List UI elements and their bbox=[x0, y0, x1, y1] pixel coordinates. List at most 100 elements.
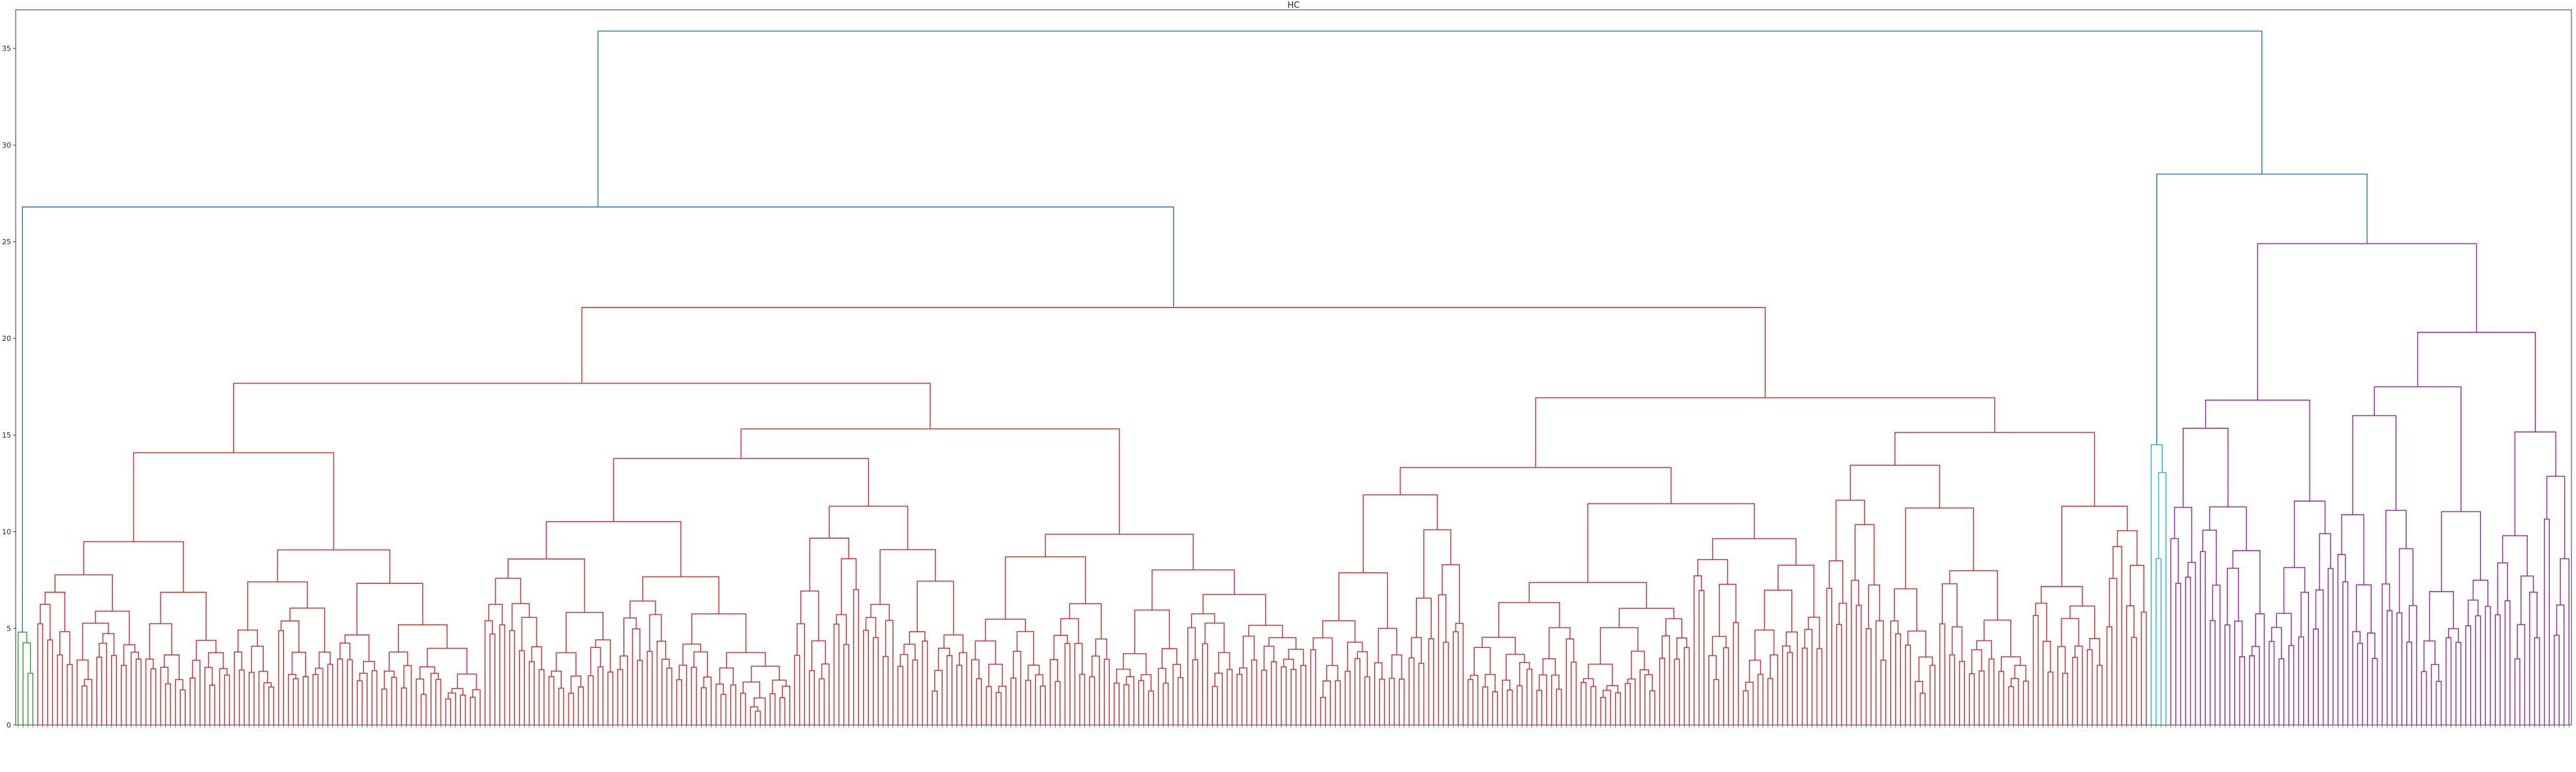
dendrogram-link bbox=[519, 650, 525, 725]
dendrogram-link bbox=[248, 671, 255, 725]
dendrogram-link bbox=[1214, 673, 1223, 725]
dendrogram-link bbox=[1035, 674, 1044, 725]
dendrogram-link bbox=[1123, 653, 1147, 675]
dendrogram-link bbox=[1501, 679, 1511, 725]
dendrogram-link bbox=[1505, 654, 1526, 681]
dendrogram-link bbox=[1631, 651, 1645, 679]
dendrogram-link bbox=[1745, 681, 1754, 725]
dendrogram-link bbox=[597, 30, 2263, 207]
dendrogram-link bbox=[2106, 626, 2113, 725]
dendrogram-link bbox=[2357, 643, 2363, 725]
dendrogram-link bbox=[76, 659, 89, 725]
dendrogram-link bbox=[2116, 530, 2138, 566]
dendrogram-link bbox=[238, 669, 245, 725]
dendrogram-link bbox=[67, 664, 73, 725]
dendrogram-link bbox=[2448, 628, 2459, 643]
dendrogram-link bbox=[1423, 529, 1452, 598]
dendrogram-link bbox=[192, 660, 201, 725]
dendrogram-link bbox=[488, 603, 503, 625]
dendrogram-link bbox=[2008, 686, 2015, 725]
dendrogram-link bbox=[998, 686, 1007, 725]
dendrogram-link bbox=[2337, 554, 2346, 725]
dendrogram-link bbox=[1614, 692, 1621, 725]
dendrogram-link bbox=[1895, 633, 1902, 725]
dendrogram-link bbox=[843, 644, 849, 725]
dendrogram-link bbox=[2188, 562, 2196, 725]
dendrogram-link bbox=[755, 711, 761, 725]
dendrogram-link bbox=[873, 637, 879, 725]
dendrogram-link bbox=[691, 613, 747, 653]
dendrogram-link bbox=[703, 676, 712, 725]
dendrogram-link bbox=[302, 676, 309, 725]
dendrogram-link bbox=[885, 620, 894, 725]
dendrogram-link bbox=[2278, 658, 2285, 725]
dendrogram-link bbox=[1890, 620, 1899, 725]
dendrogram-link bbox=[2560, 558, 2569, 725]
dendrogram-link bbox=[833, 623, 840, 725]
dendrogram-link bbox=[1782, 645, 1791, 725]
dendrogram-link bbox=[1836, 624, 1842, 725]
dendrogram-link bbox=[1377, 628, 1398, 663]
dendrogram-link bbox=[2298, 636, 2304, 725]
dendrogram-link bbox=[1379, 679, 1385, 725]
dendrogram-link bbox=[1334, 680, 1341, 725]
dendrogram-link bbox=[1398, 679, 1405, 725]
dendrogram-link bbox=[1092, 655, 1100, 725]
dendrogram-link bbox=[2421, 671, 2427, 725]
dendrogram-link bbox=[984, 619, 1026, 641]
dendrogram-link bbox=[1519, 662, 1530, 686]
dendrogram-link bbox=[1453, 631, 1459, 725]
dendrogram-link bbox=[430, 673, 439, 725]
dendrogram-link bbox=[2202, 529, 2217, 585]
y-axis: 0 5 10 15 20 25 30 35 bbox=[2, 44, 16, 730]
dendrogram-link bbox=[1868, 585, 1881, 629]
dendrogram-link bbox=[636, 660, 643, 725]
dendrogram-link bbox=[1320, 697, 1327, 725]
dendrogram-link bbox=[1481, 637, 1516, 654]
dendrogram-link bbox=[1134, 609, 1170, 654]
dendrogram-link bbox=[1674, 658, 1680, 725]
dendrogram-link bbox=[2276, 613, 2292, 646]
dendrogram-link bbox=[947, 655, 952, 725]
dendrogram-link bbox=[456, 673, 477, 690]
dendrogram-link bbox=[581, 307, 1766, 398]
dendrogram-link bbox=[2494, 614, 2501, 725]
dendrogram-link bbox=[1939, 623, 1945, 725]
dendrogram-link bbox=[2113, 545, 2122, 725]
dendrogram-link bbox=[996, 692, 1002, 725]
dendrogram-link bbox=[1754, 629, 1775, 660]
dendrogram-link bbox=[180, 689, 186, 725]
dendrogram-link bbox=[1894, 588, 1917, 632]
dendrogram-link bbox=[415, 679, 424, 725]
dendrogram-link bbox=[1187, 627, 1196, 725]
dendrogram-link bbox=[1125, 676, 1135, 725]
dendrogram-link bbox=[781, 685, 791, 725]
dendrogram-link bbox=[1242, 635, 1255, 668]
dendrogram-link bbox=[623, 617, 637, 656]
dendrogram-link bbox=[897, 666, 903, 725]
dendrogram-link bbox=[460, 694, 466, 725]
dendrogram-link bbox=[84, 679, 93, 725]
dendrogram-link bbox=[2386, 610, 2393, 725]
dendrogram-link bbox=[1428, 638, 1434, 725]
dendrogram-link bbox=[2209, 620, 2216, 725]
dendrogram-link bbox=[511, 603, 530, 631]
dendrogram-link bbox=[1905, 645, 1911, 725]
dendrogram-link bbox=[691, 666, 697, 725]
dendrogram-link bbox=[1172, 664, 1182, 725]
dendrogram-link bbox=[2521, 575, 2534, 625]
dendrogram-link bbox=[975, 640, 996, 665]
dendrogram-link bbox=[943, 634, 964, 653]
dendrogram-link bbox=[1005, 556, 1086, 620]
dendrogram-link bbox=[1177, 677, 1184, 725]
dendrogram-link bbox=[678, 664, 687, 725]
dendrogram-link bbox=[1074, 643, 1083, 725]
dendrogram-link bbox=[900, 654, 909, 725]
dendrogram-link bbox=[1590, 686, 1597, 725]
dendrogram-link bbox=[1060, 618, 1079, 644]
dendrogram-link bbox=[1808, 617, 1820, 649]
dendrogram-link bbox=[388, 651, 409, 671]
dendrogram-link bbox=[550, 670, 562, 688]
dendrogram-link bbox=[81, 685, 87, 725]
dendrogram-link bbox=[288, 673, 296, 725]
